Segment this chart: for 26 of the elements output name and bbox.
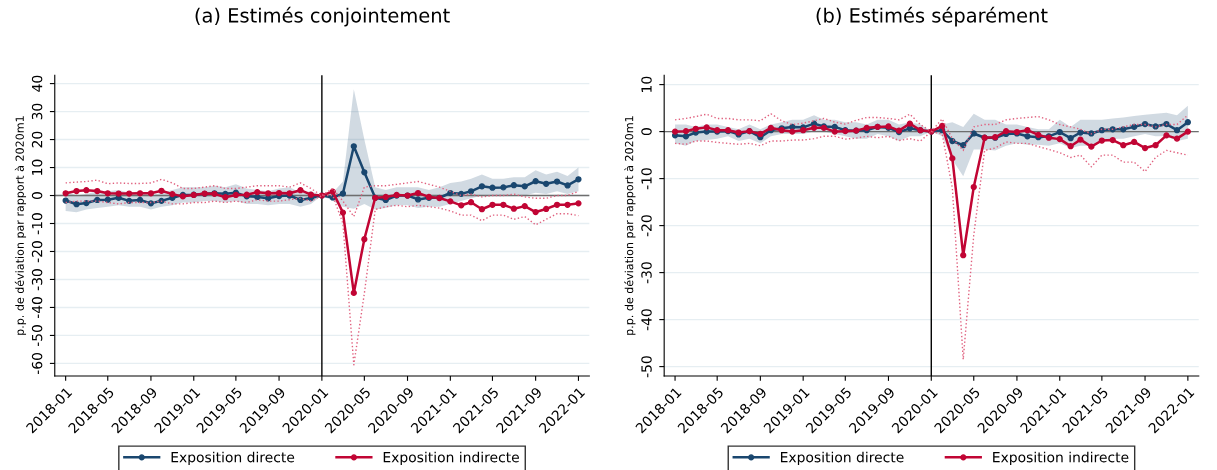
y-tick-label: -40 [641, 309, 652, 331]
y-tick-label: -30 [31, 269, 43, 291]
y-tick-label: -20 [641, 215, 652, 237]
y-tick-label: 10 [31, 159, 43, 175]
y-axis-title: p.p. de déviation par rapport à 2020m1 [14, 116, 27, 335]
y-axis-title: p.p. de déviation par rapport à 2020m1 [624, 116, 636, 335]
y-tick-label: -60 [31, 352, 43, 375]
y-tick-label: 30 [31, 103, 43, 120]
y-tick-label: -50 [641, 356, 652, 378]
legend-label: Exposition indirecte [993, 451, 1129, 466]
y-tick-label: 10 [641, 76, 652, 92]
y-tick-label: -10 [31, 213, 43, 235]
y-tick-label: 0 [31, 192, 43, 200]
legend-label: Exposition indirecte [383, 451, 519, 466]
chart-title: (b) Estimés séparément [816, 6, 1048, 27]
y-tick-label: -50 [31, 325, 43, 347]
y-tick-label: 20 [31, 131, 43, 148]
y-tick-label: 40 [31, 75, 43, 92]
y-tick-label: -20 [31, 241, 43, 263]
y-tick-label: -40 [31, 297, 43, 319]
legend-label: Exposition directe [171, 451, 295, 466]
y-tick-label: -30 [641, 262, 652, 284]
y-tick-label: -10 [641, 168, 652, 190]
y-tick-label: 0 [641, 128, 652, 136]
chart-title: (a) Estimés conjointement [195, 6, 450, 27]
legend-label: Exposition directe [780, 451, 904, 466]
